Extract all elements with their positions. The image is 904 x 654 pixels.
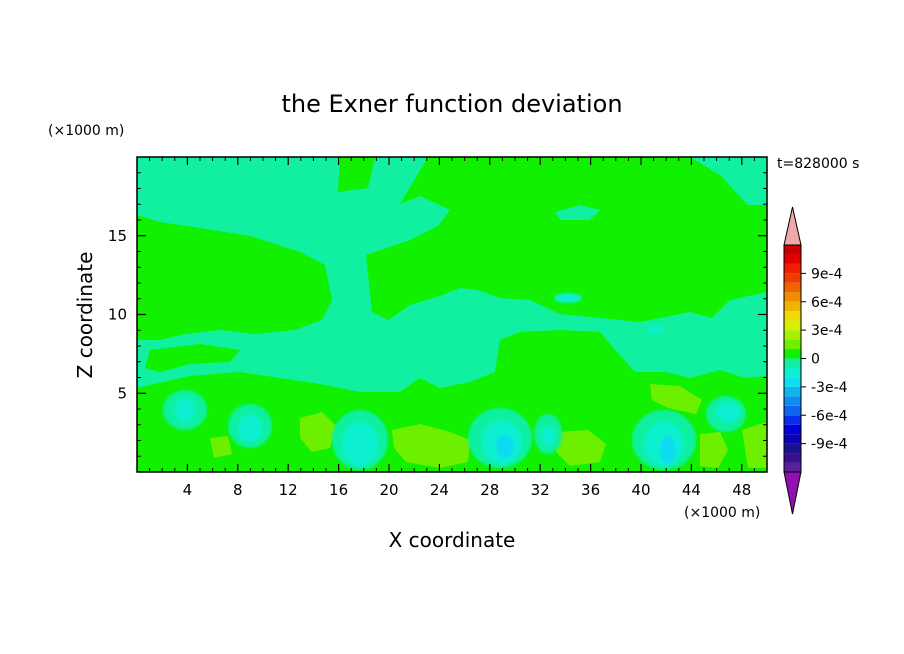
colorbar-tick-label: 3e-4 bbox=[811, 323, 843, 339]
colorbar-swatch bbox=[784, 415, 801, 425]
x-tick-label: 28 bbox=[480, 481, 499, 499]
colorbar-swatch bbox=[784, 320, 801, 331]
chart-title: the Exner function deviation bbox=[281, 90, 622, 118]
x-tick-label: 44 bbox=[682, 481, 701, 499]
colorbar-tick-label: 6e-4 bbox=[811, 295, 843, 311]
x-tick-label: 8 bbox=[233, 481, 243, 499]
colorbar-swatch bbox=[784, 424, 801, 435]
colorbar-swatch bbox=[784, 301, 801, 312]
colorbar-swatch bbox=[784, 358, 801, 368]
contour-region bbox=[338, 157, 375, 192]
x-axis-label: X coordinate bbox=[389, 528, 516, 552]
colorbar-swatch bbox=[784, 367, 801, 378]
colorbar-tick-label: -3e-4 bbox=[811, 380, 848, 396]
colorbar-swatch bbox=[784, 330, 801, 340]
colorbar-swatch bbox=[784, 292, 801, 302]
y-axis: 5 10 15 bbox=[108, 172, 767, 457]
contour-region bbox=[210, 436, 232, 458]
colorbar-swatch bbox=[784, 263, 801, 274]
contour-region bbox=[137, 330, 767, 472]
contour-region bbox=[690, 157, 767, 205]
colorbar-under-arrow bbox=[783, 471, 802, 515]
contour-region bbox=[145, 344, 240, 372]
contour-region bbox=[300, 412, 336, 452]
contour-region bbox=[700, 432, 728, 468]
colorbar-swatch bbox=[784, 434, 801, 444]
contour-region bbox=[648, 326, 664, 334]
x-tick-label: 20 bbox=[379, 481, 398, 499]
colorbar-swatch bbox=[784, 462, 801, 472]
contour-region bbox=[392, 424, 470, 468]
colorbar-swatch bbox=[784, 339, 801, 350]
colorbar-swatch bbox=[784, 254, 801, 264]
contour-region bbox=[556, 430, 606, 466]
x-tick-label: 36 bbox=[581, 481, 600, 499]
contour-region bbox=[342, 422, 378, 466]
x-tick-label: 16 bbox=[329, 481, 348, 499]
contour-region bbox=[496, 434, 514, 458]
y-tick-label: 5 bbox=[117, 384, 127, 402]
y-axis-label: Z coordinate bbox=[73, 252, 97, 379]
time-label: t=828000 s bbox=[777, 156, 859, 172]
contour-region bbox=[660, 436, 676, 464]
contour-region bbox=[238, 414, 262, 442]
y-tick-label: 10 bbox=[108, 306, 127, 324]
contour-region bbox=[541, 426, 555, 446]
colorbar-swatch bbox=[784, 453, 801, 463]
y-tick-label: 15 bbox=[108, 227, 127, 245]
x-tick-label: 32 bbox=[531, 481, 550, 499]
colorbar-tick-label: 9e-4 bbox=[811, 266, 843, 282]
colorbar: -9e-4 -6e-4 -3e-4 0 3e-4 6e-4 9e-4 bbox=[783, 206, 848, 515]
colorbar-swatch bbox=[784, 443, 801, 454]
colorbar-swatch bbox=[784, 311, 801, 321]
contour-region bbox=[554, 293, 582, 303]
x-tick-label: 24 bbox=[430, 481, 449, 499]
colorbar-tick-label: -9e-4 bbox=[811, 437, 848, 453]
y-axis-unit: (×1000 m) bbox=[48, 123, 124, 139]
x-axis-unit: (×1000 m) bbox=[684, 505, 760, 521]
x-tick-label: 40 bbox=[631, 481, 650, 499]
contour-region bbox=[137, 215, 332, 340]
x-axis: 4 8 12 16 20 24 28 32 36 40 44 48 bbox=[149, 157, 755, 499]
contour-region bbox=[650, 384, 702, 414]
colorbar-swatch bbox=[784, 245, 801, 255]
colorbar-tick-label: 0 bbox=[811, 352, 820, 368]
contour-region bbox=[555, 205, 600, 220]
contour-field bbox=[137, 157, 767, 472]
colorbar-over-arrow bbox=[783, 206, 802, 246]
x-tick-label: 12 bbox=[279, 481, 298, 499]
colorbar-swatch bbox=[784, 396, 801, 406]
colorbar-swatch bbox=[784, 349, 801, 359]
contour-region bbox=[366, 157, 767, 322]
x-tick-label: 48 bbox=[732, 481, 751, 499]
contour-region bbox=[175, 398, 195, 422]
colorbar-swatch bbox=[784, 282, 801, 293]
colorbar-swatch bbox=[784, 405, 801, 416]
x-tick-label: 4 bbox=[183, 481, 193, 499]
colorbar-tick-label: -6e-4 bbox=[811, 408, 848, 424]
contour-region bbox=[716, 402, 740, 422]
colorbar-swatch bbox=[784, 386, 801, 397]
contour-region bbox=[742, 422, 767, 468]
colorbar-swatch bbox=[784, 273, 801, 283]
colorbar-swatch bbox=[784, 377, 801, 387]
